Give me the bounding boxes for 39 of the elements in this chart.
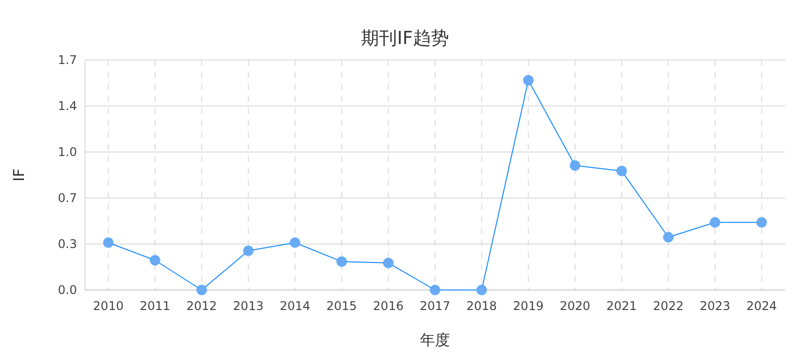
point	[476, 284, 488, 296]
point	[196, 284, 208, 296]
x-tick-label: 2015	[326, 299, 357, 313]
point	[430, 284, 440, 296]
x-tick-label: 2010	[93, 299, 124, 313]
y-axis-title: IF	[10, 168, 28, 182]
x-tick-label: 2017	[420, 299, 450, 313]
point	[150, 254, 160, 266]
y-tick-label: 0.7	[58, 191, 77, 206]
point	[570, 160, 580, 172]
x-tick-label: 2013	[233, 299, 264, 313]
x-tick-label: 2016	[373, 299, 404, 313]
chart-title: 期刊IF趋势	[361, 28, 449, 49]
x-tick-label: 2019	[513, 299, 544, 313]
y-tick-label: 1.4	[58, 99, 77, 114]
point	[242, 245, 254, 256]
point	[382, 257, 394, 268]
x-tick-label: 2023	[700, 299, 730, 313]
x-tick-label: 2022	[653, 299, 684, 313]
x-tick-label: 2018	[466, 299, 497, 313]
x-tick-label: 2011	[140, 299, 170, 313]
x-tick-label: 2024	[746, 299, 777, 313]
point	[616, 165, 628, 176]
y-tick-label: 0.0	[58, 283, 77, 298]
y-tick-label: 1.7	[58, 53, 77, 68]
x-tick-label: 2020	[560, 299, 590, 313]
x-tick-label: 2021	[606, 299, 637, 313]
point	[710, 216, 720, 228]
point	[522, 74, 534, 86]
y-tick-label: 1.0	[58, 145, 77, 160]
point	[290, 237, 300, 248]
point	[102, 237, 114, 248]
y-tick-label: 0.3	[58, 237, 77, 252]
x-tick-label: 2014	[280, 299, 310, 313]
x-tick-label: 2012	[186, 299, 217, 313]
x-axis-title: 年度	[420, 331, 450, 349]
point	[336, 256, 348, 268]
point	[662, 232, 674, 243]
point	[756, 216, 768, 228]
